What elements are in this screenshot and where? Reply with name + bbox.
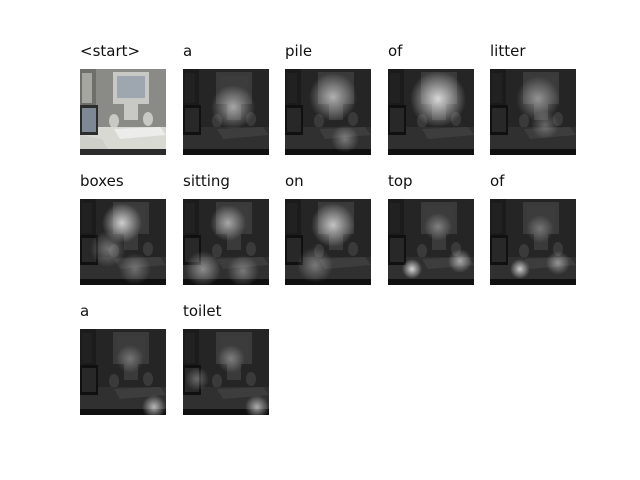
- attention-highlight: [331, 125, 359, 153]
- caption-word: sitting: [183, 172, 230, 190]
- original-image: [80, 69, 166, 155]
- caption-word: top: [388, 172, 413, 190]
- attention-map: [388, 199, 474, 285]
- attention-map: [388, 69, 474, 155]
- attention-map: [183, 199, 269, 285]
- caption-word: of: [388, 42, 403, 60]
- caption-word: <start>: [80, 42, 141, 60]
- attention-map: [490, 69, 576, 155]
- attention-highlight: [185, 367, 209, 391]
- attention-highlight: [119, 253, 151, 285]
- attention-highlight: [531, 111, 559, 139]
- attention-highlight: [516, 77, 560, 121]
- attention-highlight: [185, 251, 221, 285]
- attention-map: [285, 199, 371, 285]
- attention-map: [183, 69, 269, 155]
- caption-word: pile: [285, 42, 313, 60]
- attention-highlight: [448, 249, 472, 273]
- attention-highlight: [546, 251, 570, 275]
- attention-highlight: [510, 259, 530, 279]
- caption-word: a: [183, 42, 193, 60]
- attention-map: [80, 199, 166, 285]
- caption-word: boxes: [80, 172, 124, 190]
- attention-highlight: [211, 85, 255, 129]
- attention-map: [183, 329, 269, 415]
- attention-highlight: [402, 259, 422, 279]
- attention-highlight: [227, 255, 259, 285]
- attention-highlight: [297, 247, 333, 283]
- attention-highlight: [142, 395, 166, 415]
- attention-highlight: [309, 73, 357, 121]
- scene-layer: [80, 69, 166, 155]
- attention-map: [285, 69, 371, 155]
- attention-map: [80, 329, 166, 415]
- caption-word: of: [490, 172, 505, 190]
- caption-word: on: [285, 172, 304, 190]
- scene-layer: [183, 69, 269, 155]
- attention-highlight: [210, 205, 246, 241]
- caption-word: a: [80, 302, 90, 320]
- attention-highlight: [526, 215, 554, 243]
- attention-highlight: [116, 345, 144, 373]
- attention-highlight: [410, 71, 466, 127]
- attention-map: [490, 199, 576, 285]
- attention-highlight: [311, 203, 355, 247]
- caption-word: toilet: [183, 302, 222, 320]
- attention-highlight: [245, 395, 269, 415]
- attention-highlight: [90, 231, 126, 267]
- caption-word: litter: [490, 42, 526, 60]
- attention-highlight: [424, 213, 452, 241]
- attention-highlight: [217, 345, 245, 373]
